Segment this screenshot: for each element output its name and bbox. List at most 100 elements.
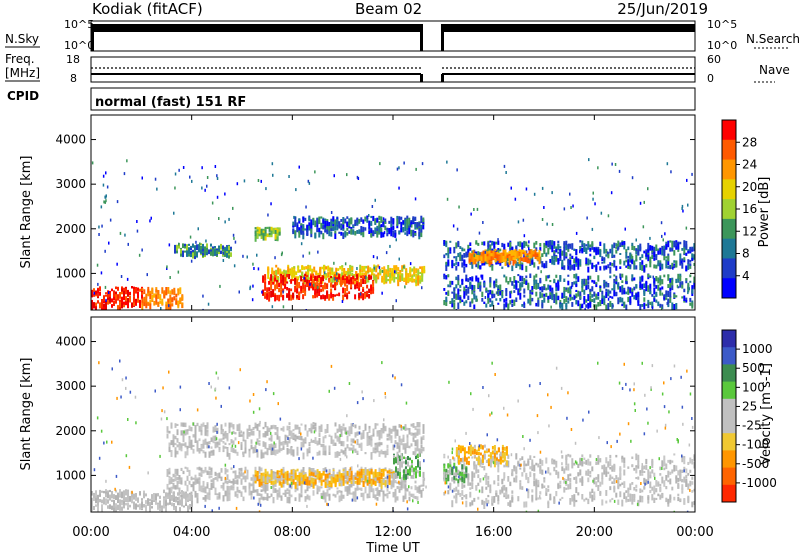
echo-cell — [513, 477, 516, 483]
echo-cell — [109, 504, 111, 510]
echo-cell — [282, 446, 285, 450]
echo-cell — [340, 277, 343, 283]
echo-cell — [641, 260, 644, 265]
echo-cell — [533, 242, 536, 249]
echo-cell — [527, 298, 530, 304]
echo-cell — [473, 472, 476, 478]
echo-cell — [615, 291, 618, 296]
echo-cell — [266, 450, 269, 454]
echo-cell — [121, 506, 123, 511]
echo-cell — [671, 248, 674, 252]
echo-cell — [321, 266, 324, 270]
echo-cell — [404, 224, 407, 232]
echo-cell — [382, 478, 385, 483]
echo-cell — [593, 298, 596, 303]
echo-cell — [372, 433, 375, 437]
echo-cell — [284, 479, 287, 482]
echo-cell — [528, 240, 530, 244]
echo-cell — [139, 503, 141, 508]
echo-cell — [104, 285, 107, 289]
echo-cell — [204, 486, 207, 494]
echo-cell — [290, 484, 293, 488]
echo-cell — [178, 243, 180, 249]
echo-cell — [127, 302, 129, 309]
echo-cell — [286, 473, 289, 481]
echo-cell — [473, 465, 476, 470]
echo-cell — [169, 304, 172, 310]
echo-cell — [569, 286, 572, 293]
echo-cell — [659, 287, 662, 292]
echo-cell — [224, 192, 226, 196]
echo-cell — [270, 226, 273, 234]
echo-cell — [186, 493, 189, 498]
echo-cell — [527, 244, 530, 248]
echo-cell — [410, 486, 413, 490]
echo-cell — [412, 216, 415, 223]
echo-cell — [206, 483, 209, 489]
echo-cell — [295, 188, 297, 192]
echo-cell — [489, 489, 492, 494]
echo-cell — [125, 502, 127, 506]
echo-cell — [522, 251, 525, 255]
echo-cell — [657, 263, 660, 267]
echo-cell — [611, 296, 614, 299]
echo-cell — [240, 444, 243, 450]
echo-cell — [615, 243, 617, 247]
echo-cell — [521, 264, 524, 271]
echo-cell — [521, 275, 524, 282]
echo-cell — [150, 216, 152, 220]
echo-cell — [507, 494, 510, 499]
echo-cell — [642, 225, 645, 229]
echo-cell — [376, 447, 379, 453]
echo-cell — [334, 451, 337, 458]
echo-cell — [680, 260, 683, 264]
echo-cell — [631, 278, 634, 281]
echo-cell — [475, 469, 478, 474]
echo-cell — [163, 498, 165, 503]
echo-cell — [491, 265, 494, 271]
freq-tick-bottom: 8 — [70, 72, 77, 85]
echo-cell — [326, 229, 329, 235]
echo-cell — [455, 276, 458, 281]
echo-cell — [493, 283, 496, 289]
echo-cell — [375, 267, 378, 273]
echo-cell — [378, 215, 381, 220]
echo-cell — [539, 291, 542, 299]
echo-cell — [302, 224, 305, 229]
echo-cell — [591, 279, 594, 283]
echo-cell — [257, 179, 260, 182]
echo-cell — [551, 240, 554, 246]
echo-cell — [531, 260, 534, 265]
echo-cell — [370, 229, 373, 233]
echo-cell — [286, 295, 289, 298]
echo-cell — [364, 279, 367, 284]
echo-cell — [362, 275, 365, 279]
echo-cell — [412, 474, 415, 479]
echo-cell — [339, 273, 342, 277]
echo-cell — [655, 244, 658, 252]
echo-cell — [478, 231, 481, 235]
echo-cell — [242, 431, 245, 435]
echo-cell — [151, 495, 153, 503]
echo-cell — [284, 491, 287, 497]
echo-cell — [296, 225, 299, 233]
echo-cell — [395, 238, 397, 242]
echo-cell — [101, 499, 103, 504]
echo-cell — [497, 238, 499, 242]
echo-cell — [334, 232, 337, 239]
echo-cell — [465, 288, 468, 294]
echo-cell — [563, 265, 566, 271]
echo-cell — [447, 469, 450, 474]
echo-cell — [336, 438, 339, 442]
echo-cell — [381, 291, 383, 295]
echo-cell — [643, 283, 646, 288]
echo-cell — [673, 304, 676, 310]
echo-cell — [322, 284, 325, 292]
echo-cell — [268, 226, 271, 232]
echo-cell — [288, 496, 291, 504]
echo-cell — [189, 175, 191, 179]
echo-cell — [179, 507, 181, 512]
echo-cell — [174, 248, 176, 254]
echo-cell — [457, 489, 460, 496]
echo-cell — [191, 499, 193, 507]
